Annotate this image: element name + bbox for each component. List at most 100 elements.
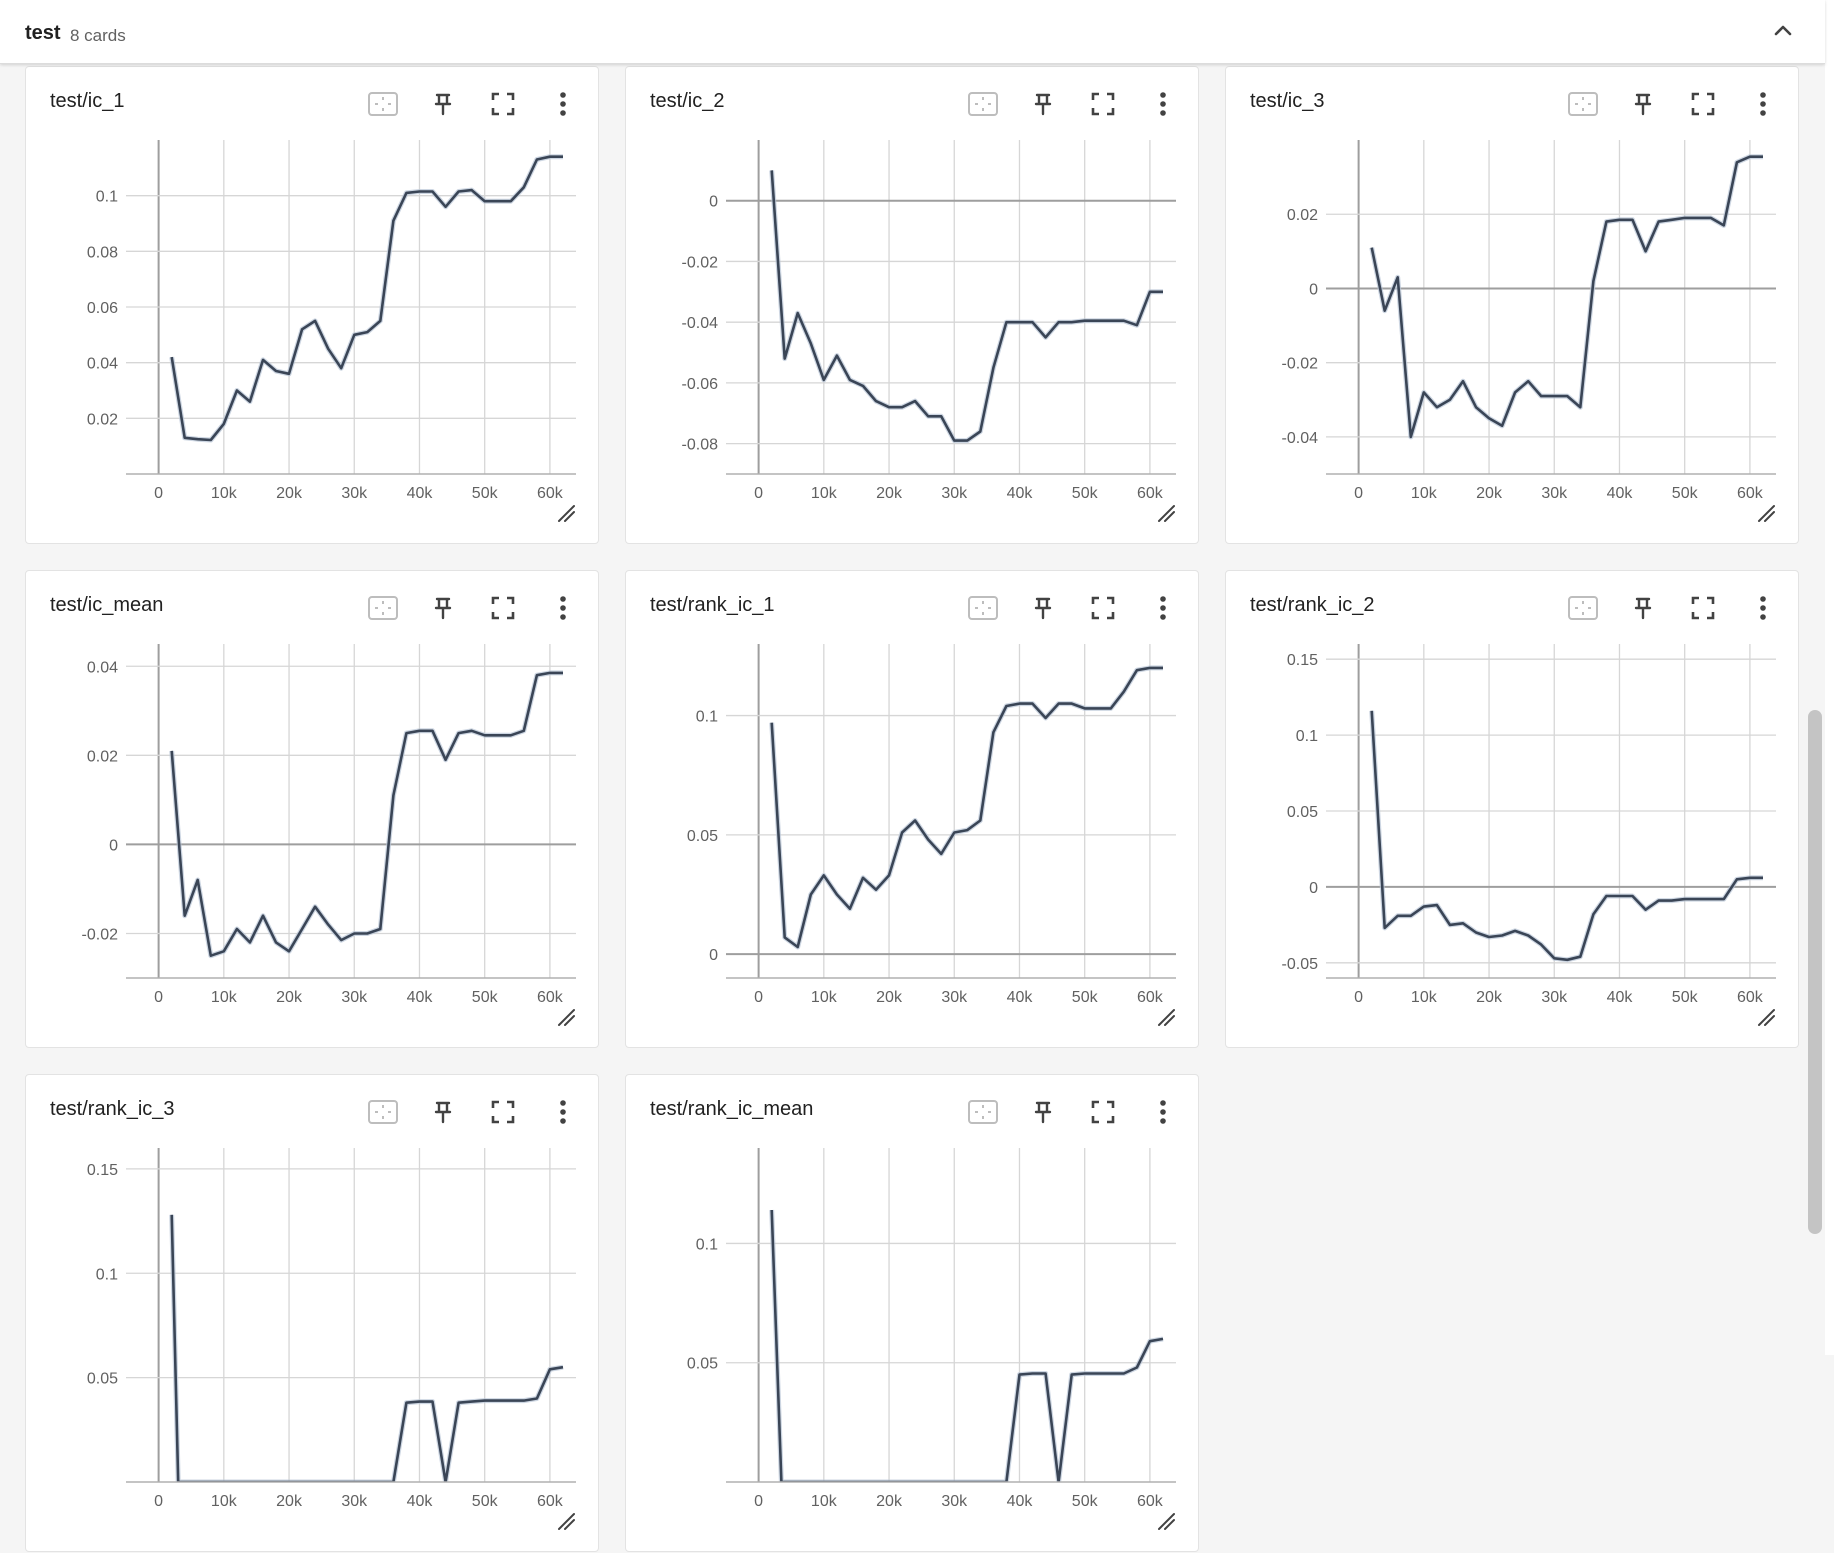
line-chart[interactable]: 0 10k 20k 30k 40k 50k 60k -0.05 0 0.05 0.1 0.15 <box>1226 571 1800 1049</box>
more-vert-icon[interactable] <box>546 87 580 121</box>
x-tick-label: 10k <box>211 485 238 502</box>
pin-icon[interactable] <box>1626 591 1660 625</box>
y-tick-label: 0.06 <box>87 300 118 317</box>
x-tick-label: 30k <box>1541 989 1568 1006</box>
x-tick-label: 20k <box>276 989 303 1006</box>
series-line <box>770 666 1163 949</box>
resize-handle-icon[interactable] <box>1156 1007 1176 1027</box>
chevron-up-icon[interactable] <box>1768 16 1798 46</box>
resize-handle-icon[interactable] <box>556 1511 576 1531</box>
fullscreen-icon[interactable] <box>1086 87 1120 121</box>
resize-handle-icon[interactable] <box>1756 1007 1776 1027</box>
fullscreen-icon[interactable] <box>1086 591 1120 625</box>
x-tick-label: 60k <box>537 485 564 502</box>
fullscreen-icon[interactable] <box>486 591 520 625</box>
y-tick-label: -0.04 <box>1282 430 1319 447</box>
scalar-card-test-rank-ic-2: test/rank_ic_2 0 10k 20k 30k 40k 50k 60k -0.05 0 0… <box>1225 570 1799 1048</box>
fullscreen-icon[interactable] <box>1086 1095 1120 1129</box>
y-tick-label: 0.04 <box>87 659 118 676</box>
y-tick-label: 0.04 <box>87 356 118 373</box>
y-tick-label: -0.04 <box>682 315 719 332</box>
resize-handle-icon[interactable] <box>1156 503 1176 523</box>
fit-to-domain-icon[interactable] <box>966 1095 1000 1129</box>
x-tick-label: 0 <box>754 1493 763 1510</box>
more-vert-icon[interactable] <box>1146 591 1180 625</box>
x-tick-label: 50k <box>1072 989 1099 1006</box>
more-vert-icon[interactable] <box>1146 87 1180 121</box>
series-line-raw <box>769 665 1163 950</box>
x-tick-label: 50k <box>1672 989 1699 1006</box>
pin-icon[interactable] <box>426 591 460 625</box>
series-line <box>1370 710 1763 962</box>
resize-handle-icon[interactable] <box>1156 1511 1176 1531</box>
more-vert-icon[interactable] <box>546 1095 580 1129</box>
x-tick-label: 60k <box>1137 989 1164 1006</box>
resize-handle-icon[interactable] <box>556 1007 576 1027</box>
fullscreen-icon[interactable] <box>1686 87 1720 121</box>
fit-to-domain-icon[interactable] <box>966 591 1000 625</box>
scalar-card-test-ic-3: test/ic_3 0 10k 20k 30k 40k 50k 60k -0.04 -0.02 0 0… <box>1225 66 1799 544</box>
card-title: test/rank_ic_2 <box>1250 594 1375 616</box>
fullscreen-icon[interactable] <box>486 87 520 121</box>
x-tick-label: 10k <box>811 1493 838 1510</box>
more-vert-icon[interactable] <box>1746 591 1780 625</box>
fullscreen-icon[interactable] <box>1686 591 1720 625</box>
x-tick-label: 20k <box>276 485 303 502</box>
line-chart[interactable]: 0 10k 20k 30k 40k 50k 60k 0.02 0.04 0.06 0.08 0.1 <box>26 67 600 545</box>
line-chart[interactable]: 0 10k 20k 30k 40k 50k 60k 0 0.05 0.1 <box>626 571 1200 1049</box>
pin-icon[interactable] <box>426 87 460 121</box>
card-count: 8 cards <box>70 26 126 45</box>
side-panel-edge <box>1825 0 1834 1355</box>
pin-icon[interactable] <box>1026 1095 1060 1129</box>
y-tick-label: -0.02 <box>82 926 119 943</box>
pin-icon[interactable] <box>1026 591 1060 625</box>
x-tick-label: 30k <box>941 989 968 1006</box>
line-chart[interactable]: 0 10k 20k 30k 40k 50k 60k -0.08 -0.06 -0.04 -0.02 0 <box>626 67 1200 545</box>
x-tick-label: 10k <box>811 485 838 502</box>
card-group-header[interactable]: test 8 cards <box>0 0 1825 64</box>
y-tick-label: 0.02 <box>1287 207 1318 224</box>
y-tick-label: -0.06 <box>682 376 719 393</box>
y-tick-label: 0.1 <box>96 189 118 206</box>
vertical-scrollbar[interactable] <box>1808 710 1822 1234</box>
fit-to-domain-icon[interactable] <box>366 87 400 121</box>
more-vert-icon[interactable] <box>1146 1095 1180 1129</box>
x-tick-label: 10k <box>1411 989 1438 1006</box>
x-tick-label: 30k <box>341 1493 368 1510</box>
fullscreen-icon[interactable] <box>486 1095 520 1129</box>
x-tick-label: 20k <box>876 485 903 502</box>
resize-handle-icon[interactable] <box>556 503 576 523</box>
more-vert-icon[interactable] <box>546 591 580 625</box>
card-title: test/ic_2 <box>650 90 725 112</box>
fit-to-domain-icon[interactable] <box>966 87 1000 121</box>
fit-to-domain-icon[interactable] <box>1566 591 1600 625</box>
y-tick-label: 0.05 <box>687 1356 718 1373</box>
line-chart[interactable]: 0 10k 20k 30k 40k 50k 60k -0.02 0 0.02 0.04 <box>26 571 600 1049</box>
series-line-raw <box>169 670 563 959</box>
x-tick-label: 30k <box>1541 485 1568 502</box>
line-chart[interactable]: 0 10k 20k 30k 40k 50k 60k 0.05 0.1 0.15 <box>26 1075 600 1553</box>
more-vert-icon[interactable] <box>1746 87 1780 121</box>
line-chart[interactable]: 0 10k 20k 30k 40k 50k 60k 0.05 0.1 <box>626 1075 1200 1553</box>
resize-handle-icon[interactable] <box>1756 503 1776 523</box>
x-tick-label: 0 <box>1354 989 1363 1006</box>
series-line <box>170 155 563 442</box>
x-tick-label: 60k <box>537 989 564 1006</box>
x-tick-label: 40k <box>1607 989 1634 1006</box>
x-tick-label: 0 <box>1354 485 1363 502</box>
pin-icon[interactable] <box>426 1095 460 1129</box>
scalar-card-test-rank-ic-3: test/rank_ic_3 0 10k 20k 30k 40k 50k 60k 0.05 0.1… <box>25 1074 599 1552</box>
x-tick-label: 10k <box>1411 485 1438 502</box>
fit-to-domain-icon[interactable] <box>1566 87 1600 121</box>
line-chart[interactable]: 0 10k 20k 30k 40k 50k 60k -0.04 -0.02 0 0.02 <box>1226 67 1800 545</box>
card-title: test/ic_mean <box>50 594 164 616</box>
card-title: test/ic_3 <box>1250 90 1325 112</box>
pin-icon[interactable] <box>1626 87 1660 121</box>
fit-to-domain-icon[interactable] <box>366 591 400 625</box>
fit-to-domain-icon[interactable] <box>366 1095 400 1129</box>
scalar-card-test-ic-2: test/ic_2 0 10k 20k 30k 40k 50k 60k -0.08 -0.06 -0… <box>625 66 1199 544</box>
x-tick-label: 20k <box>876 1493 903 1510</box>
x-tick-label: 20k <box>876 989 903 1006</box>
pin-icon[interactable] <box>1026 87 1060 121</box>
x-tick-label: 50k <box>472 485 499 502</box>
